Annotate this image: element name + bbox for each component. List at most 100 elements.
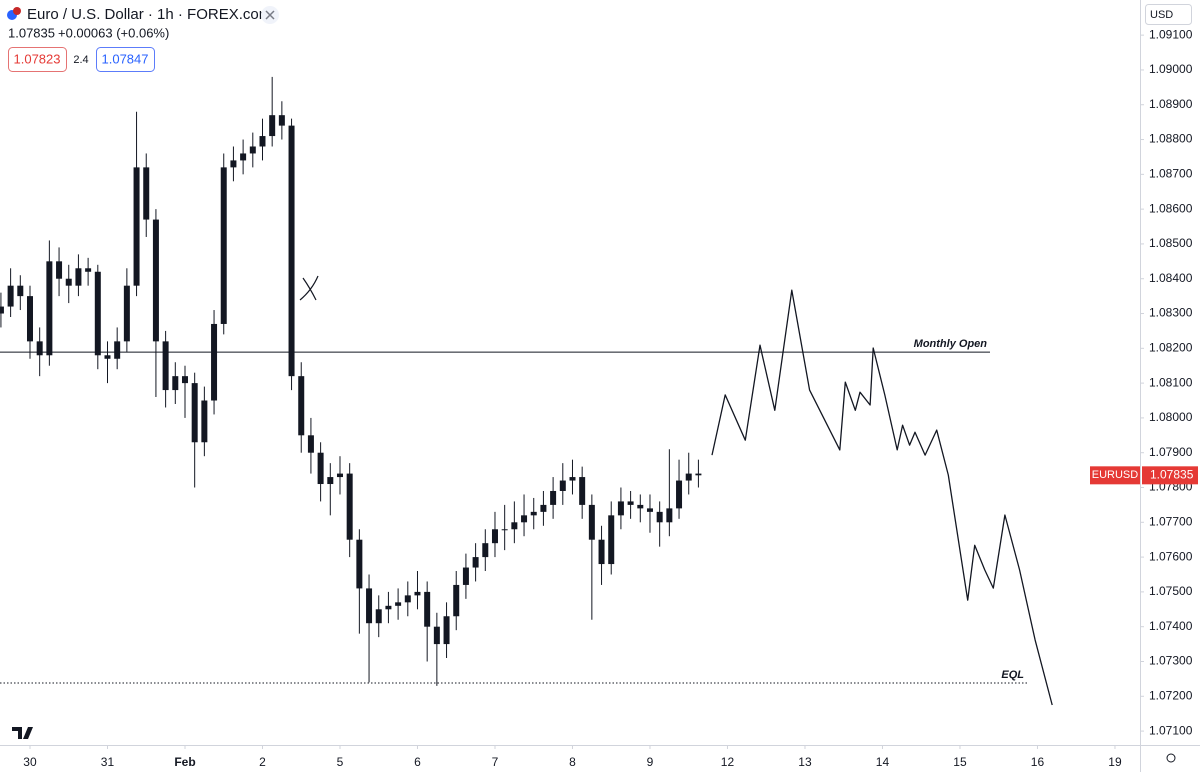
candle-body bbox=[598, 539, 605, 565]
logo[interactable] bbox=[12, 727, 33, 739]
buy-button[interactable] bbox=[96, 47, 155, 72]
y-tick-label: 1.08500 bbox=[1149, 236, 1193, 250]
x-tick-label: 16 bbox=[1031, 755, 1045, 769]
candle-body bbox=[695, 473, 702, 476]
bid-price: 1.07823 bbox=[14, 51, 61, 66]
candle-body bbox=[278, 115, 285, 126]
candle-body bbox=[676, 480, 683, 509]
candle-body bbox=[424, 591, 431, 627]
candle-body bbox=[288, 125, 295, 377]
candle-body bbox=[269, 115, 276, 137]
symbol-tag-label: EURUSD bbox=[1092, 469, 1139, 481]
candle-body bbox=[579, 477, 586, 505]
candle-body bbox=[346, 473, 353, 540]
last-price: 1.07835 bbox=[8, 25, 55, 40]
sell-button[interactable] bbox=[8, 47, 67, 72]
price-change: +0.00063 (+0.06%) bbox=[58, 25, 169, 40]
plot: Monthly Open EQL bbox=[0, 76, 1053, 706]
x-tick-label: 31 bbox=[101, 755, 115, 769]
currency: USD bbox=[1150, 9, 1173, 21]
y-tick-label: 1.08600 bbox=[1149, 201, 1193, 215]
candle-body bbox=[201, 400, 208, 443]
candle-body bbox=[521, 515, 528, 523]
candle-body bbox=[627, 501, 634, 505]
x-tick-label: 6 bbox=[414, 755, 421, 769]
y-tick-label: 1.08700 bbox=[1149, 167, 1193, 181]
candle-body bbox=[462, 567, 469, 585]
y-tick-label: 1.07300 bbox=[1149, 654, 1193, 668]
x-tick-label: 14 bbox=[876, 755, 890, 769]
close-icon bbox=[265, 10, 275, 20]
candle-body bbox=[491, 529, 498, 544]
x-tick-label: 19 bbox=[1108, 755, 1122, 769]
candle-body bbox=[588, 504, 595, 540]
candle-body bbox=[608, 515, 615, 565]
annotation-x bbox=[299, 275, 319, 301]
candle-body bbox=[540, 504, 547, 512]
candle-body bbox=[36, 341, 43, 356]
candle-body bbox=[123, 285, 130, 342]
candle-body bbox=[162, 341, 169, 391]
y-tick-label: 1.07600 bbox=[1149, 549, 1193, 563]
y-tick-label: 1.08200 bbox=[1149, 340, 1193, 354]
candle-body bbox=[569, 477, 576, 481]
y-tick-label: 1.08400 bbox=[1149, 271, 1193, 285]
x-tick-label: 9 bbox=[647, 755, 654, 769]
candle-body bbox=[298, 376, 305, 436]
candle-body bbox=[395, 602, 402, 606]
y-tick-label: 1.07500 bbox=[1149, 584, 1193, 598]
candle-body bbox=[685, 473, 692, 481]
candle-body bbox=[482, 543, 489, 558]
candle-body bbox=[317, 452, 324, 485]
ask-price: 1.07847 bbox=[102, 51, 149, 66]
symbol-icon bbox=[13, 7, 21, 15]
candle-body bbox=[366, 588, 373, 624]
y-tick-label: 1.07900 bbox=[1149, 445, 1193, 459]
candle-body bbox=[307, 435, 314, 453]
candle-body bbox=[75, 268, 82, 286]
candle-body bbox=[404, 595, 411, 603]
price-tag-label: 1.07835 bbox=[1150, 467, 1194, 481]
candle-body bbox=[443, 616, 450, 645]
candle-body bbox=[530, 511, 537, 516]
candle-body bbox=[453, 584, 460, 617]
price-tag bbox=[1142, 466, 1198, 485]
candle-body bbox=[17, 285, 24, 297]
y-tick-label: 1.08300 bbox=[1149, 306, 1193, 320]
candle-body bbox=[172, 376, 179, 391]
candle-body bbox=[143, 167, 150, 220]
candle-body bbox=[0, 306, 4, 314]
x-tick-label: 15 bbox=[953, 755, 967, 769]
candle-body bbox=[666, 508, 673, 523]
y-tick-label: 1.09000 bbox=[1149, 62, 1193, 76]
candle-body bbox=[559, 480, 566, 491]
candle-body bbox=[191, 383, 198, 443]
candle-body bbox=[65, 278, 72, 286]
x-tick-label: 8 bbox=[569, 755, 576, 769]
currency-selector[interactable] bbox=[1145, 4, 1192, 25]
settings-icon[interactable] bbox=[1166, 753, 1176, 763]
candle-body bbox=[46, 261, 53, 356]
candle-body bbox=[375, 609, 382, 624]
x-tick-label: 5 bbox=[337, 755, 344, 769]
candle-body bbox=[181, 376, 188, 384]
candle-body bbox=[356, 539, 363, 589]
y-tick-label: 1.07100 bbox=[1149, 723, 1193, 737]
candle-body bbox=[152, 219, 159, 342]
x-tick-label: 12 bbox=[721, 755, 735, 769]
symbol-tag bbox=[1090, 466, 1140, 485]
chart-title: Euro / U.S. Dollar · 1h · FOREX.com bbox=[27, 6, 271, 23]
candle-body bbox=[114, 341, 121, 359]
x-tick-label: 2 bbox=[259, 755, 266, 769]
candle-body bbox=[646, 508, 653, 512]
candle-body bbox=[94, 271, 101, 356]
y-tick-label: 1.07700 bbox=[1149, 514, 1193, 528]
candle-body bbox=[414, 591, 421, 596]
candle-body bbox=[26, 296, 33, 342]
candle-body bbox=[240, 153, 247, 161]
candle-body bbox=[230, 160, 237, 168]
x-tick-label: 13 bbox=[798, 755, 812, 769]
candle-body bbox=[336, 473, 343, 478]
